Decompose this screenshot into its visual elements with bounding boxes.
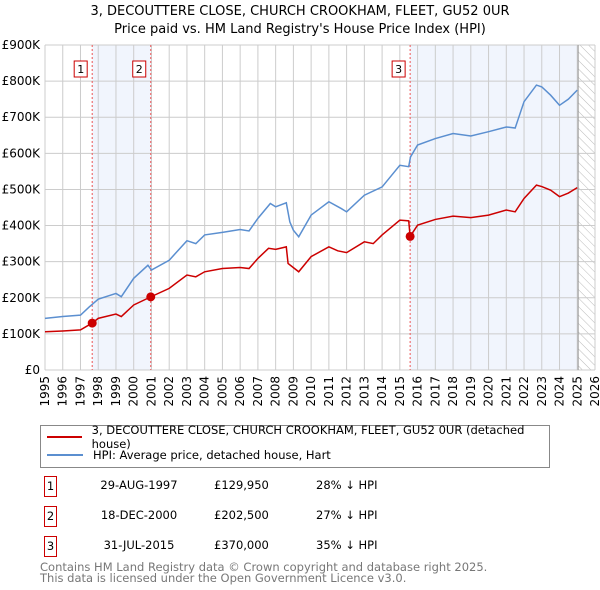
y-tick-label: £400K [2,219,42,233]
sale-label: 1 [77,63,84,76]
x-tick-label: 2007 [251,376,265,407]
transaction-row: 1 29-AUG-1997 £129,950 28% ↓ HPI [44,476,444,497]
x-tick-label: 2026 [588,376,600,407]
marker-badge: 3 [44,536,57,557]
shaded-period [92,45,151,370]
legend-item-property: 3, DECOUTTERE CLOSE, CHURCH CROOKHAM, FL… [47,423,549,451]
sale-price: £129,950 [214,478,269,492]
x-tick-label: 1999 [109,376,123,407]
legend-label: 3, DECOUTTERE CLOSE, CHURCH CROOKHAM, FL… [91,423,525,451]
x-tick-label: 1998 [91,376,105,407]
x-tick-label: 2004 [198,376,212,407]
sale-label: 2 [136,63,143,76]
chart-title: 3, DECOUTTERE CLOSE, CHURCH CROOKHAM, FL… [90,4,510,19]
y-tick-label: £200K [2,291,42,305]
x-tick-label: 2001 [144,376,158,407]
x-tick-label: 2023 [535,376,549,407]
x-tick-label: 2022 [517,376,531,407]
x-tick-label: 1996 [56,376,70,407]
marker-badge: 2 [44,506,57,527]
x-tick-label: 2015 [393,376,407,407]
x-tick-label: 2000 [127,376,141,407]
x-tick-label: 2019 [464,376,478,407]
hpi-line [44,84,578,320]
y-tick-label: £700K [2,110,42,124]
x-tick-label: 2005 [215,376,229,407]
x-tick-label: 2003 [180,376,194,407]
sale-price: £370,000 [214,538,269,552]
sale-label: 3 [395,63,402,76]
sale-date: 18-DEC-2000 [100,508,178,522]
hpi-diff: 27% ↓ HPI [316,508,378,522]
x-tick-label: 2024 [553,376,567,407]
x-tick-label: 2013 [357,376,371,407]
red-line-swatch [47,436,82,438]
legend-label: HPI: Average price, detached house, Hart [93,448,331,462]
sale-point [405,231,415,241]
transaction-row: 2 18-DEC-2000 £202,500 27% ↓ HPI [44,506,444,527]
x-tick-label: 2020 [482,376,496,407]
x-tick-label: 1995 [38,376,52,407]
shaded-period [410,45,579,370]
chart-subtitle: Price paid vs. HM Land Registry's House … [114,22,486,37]
x-tick-label: 2006 [233,376,247,407]
x-tick-label: 2018 [446,376,460,407]
x-tick-label: 2016 [411,376,425,407]
sale-point [146,292,156,302]
sale-label-box [391,60,406,78]
y-tick-label: £800K [2,74,42,88]
footer-licence: This data is licensed under the Open Gov… [40,571,407,585]
x-tick-label: 2025 [570,376,584,407]
transaction-row: 3 31-JUL-2015 £370,000 35% ↓ HPI [44,536,444,557]
hpi-diff: 35% ↓ HPI [316,538,378,552]
sale-point [87,318,97,328]
y-tick-label: £900K [2,38,42,52]
marker-badge: 1 [44,476,57,497]
price-chart: 1995 1996 1997 1998 1999 2000 2001 2002 2003 2004… [2,38,600,407]
y-tick-label: £300K [2,255,42,269]
footer-copyright: Contains HM Land Registry data © Crown c… [40,560,488,574]
x-tick-label: 2011 [322,376,336,407]
x-tick-label: 2014 [375,376,389,407]
y-tick-label: £100K [2,327,42,341]
hpi-diff: 28% ↓ HPI [316,478,378,492]
blue-line-swatch [47,454,83,456]
y-tick-label: £500K [2,182,42,196]
x-tick-label: 2012 [340,376,354,407]
y-tick-label: £600K [2,146,42,160]
legend-item-hpi: HPI: Average price, detached house, Hart [47,447,331,463]
y-tick-label: £0 [25,363,40,377]
x-tick-label: 2008 [269,376,283,407]
x-tick-label: 1997 [73,376,87,407]
sale-date: 31-JUL-2015 [103,538,175,552]
x-tick-label: 2009 [286,376,300,407]
x-tick-label: 2010 [304,376,318,407]
property-price-line [44,184,578,333]
sale-label-box [73,60,88,78]
sale-date: 29-AUG-1997 [100,478,178,492]
x-tick-label: 2017 [428,376,442,407]
x-tick-label: 2002 [162,376,176,407]
sale-label-box [132,60,147,78]
legend: 3, DECOUTTERE CLOSE, CHURCH CROOKHAM, FL… [40,423,550,468]
forecast-hatch [578,45,595,370]
x-tick-label: 2021 [499,376,513,407]
sale-price: £202,500 [214,508,269,522]
